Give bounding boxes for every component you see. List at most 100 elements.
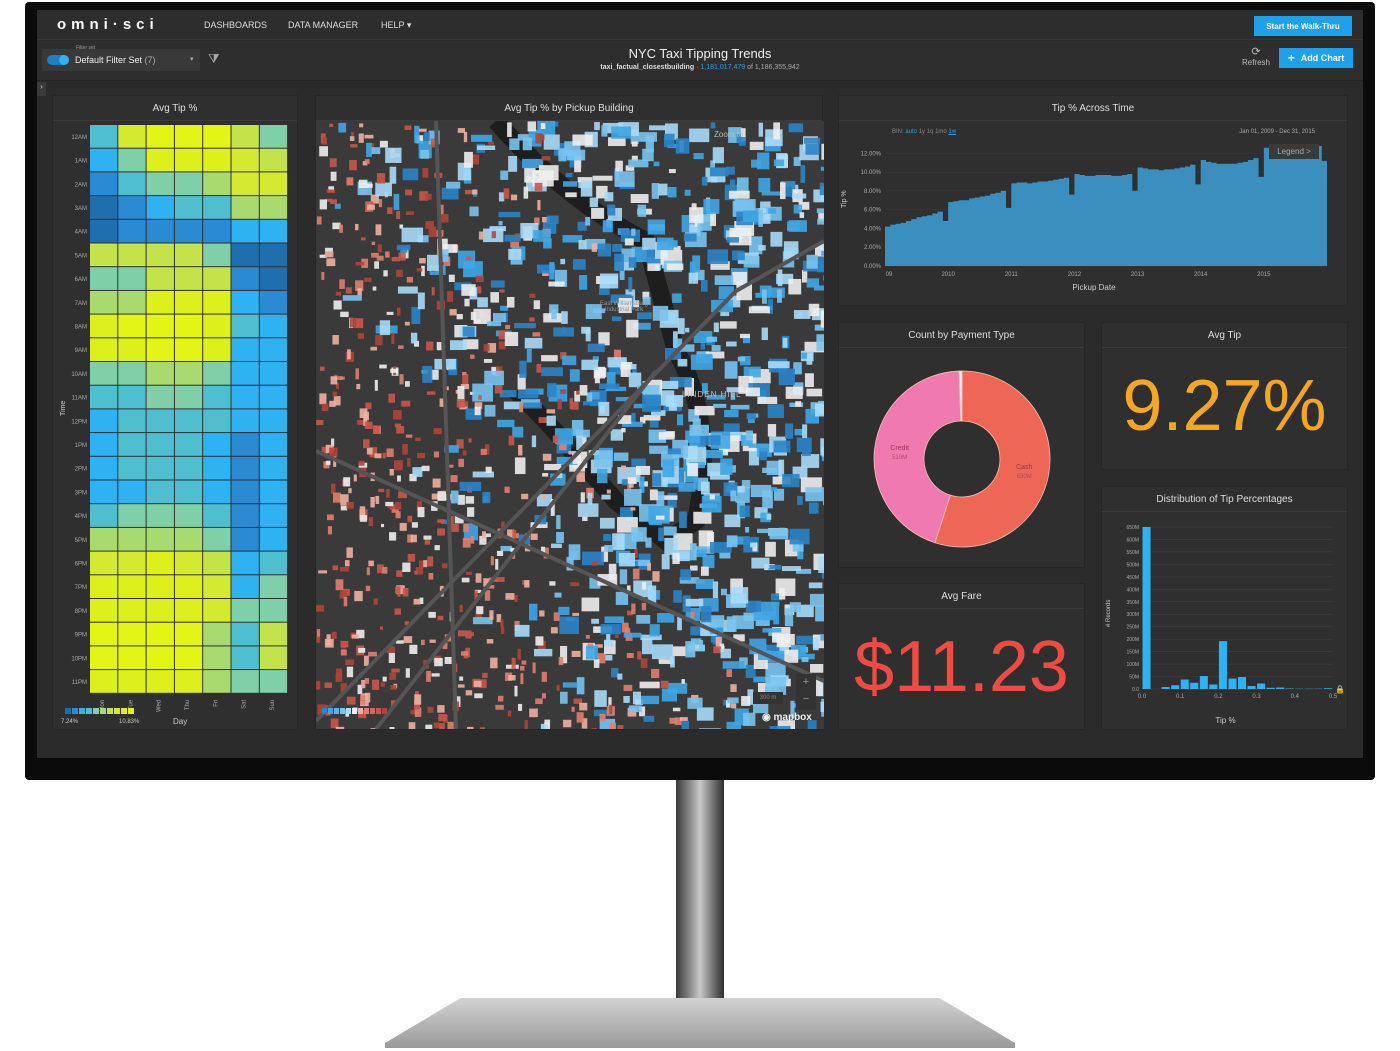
heatmap-cell[interactable] (174, 172, 203, 196)
heatmap-cell[interactable] (118, 409, 146, 433)
heatmap-cell[interactable] (203, 646, 231, 670)
heatmap-cell[interactable] (203, 480, 231, 504)
tip-time-chart[interactable]: 0.00% 2.00% 4.00% 6.00% 8.00% 10.00% 12.00% 09 2… (839, 96, 1349, 307)
heatmap-cell[interactable] (90, 196, 118, 219)
heatmap-cell[interactable] (118, 125, 146, 148)
bin-option-1mo[interactable]: 1mo (935, 129, 949, 135)
histogram-bar[interactable] (1276, 687, 1285, 689)
heatmap-cell[interactable] (203, 575, 231, 598)
heatmap-cell[interactable] (174, 338, 203, 361)
heatmap-cell[interactable] (146, 433, 174, 456)
heatmap-cell[interactable] (90, 433, 118, 456)
filter-icon[interactable]: ⧩ (208, 51, 220, 66)
heatmap-cell[interactable] (231, 670, 259, 693)
heatmap-cell[interactable] (231, 551, 259, 575)
heatmap-cell[interactable] (231, 219, 259, 243)
heatmap-cell[interactable] (203, 219, 231, 243)
heatmap-cell[interactable] (231, 243, 259, 267)
heatmap-cell[interactable] (174, 646, 203, 670)
zoom-to-link[interactable]: Zoom to (714, 130, 744, 139)
heatmap-cell[interactable] (146, 646, 174, 670)
heatmap-cell[interactable] (259, 243, 288, 267)
heatmap-cell[interactable] (118, 290, 146, 314)
lock-icon[interactable]: 🔒 (1335, 685, 1345, 694)
walkthru-button[interactable]: Start the Walk-Thru (1254, 16, 1352, 36)
heatmap-cell[interactable] (259, 385, 288, 409)
heatmap-cell[interactable] (203, 527, 231, 551)
donut-slice[interactable] (934, 370, 1051, 548)
heatmap-cell[interactable] (118, 480, 146, 504)
heatmap-cell[interactable] (231, 338, 259, 361)
histogram-bar[interactable] (1142, 527, 1151, 689)
add-chart-button[interactable]: + Add Chart (1279, 48, 1353, 68)
histogram-bar[interactable] (1199, 676, 1208, 689)
heatmap-cell[interactable] (146, 314, 174, 338)
zoom-in-button[interactable]: + (802, 676, 810, 688)
heatmap-cell[interactable] (90, 314, 118, 338)
heatmap-cell[interactable] (259, 172, 288, 196)
heatmap-cell[interactable] (118, 314, 146, 338)
heatmap-cell[interactable] (174, 385, 203, 409)
heatmap-cell[interactable] (203, 551, 231, 575)
heatmap-cell[interactable] (90, 172, 118, 196)
histogram-bar[interactable] (1218, 641, 1227, 689)
heatmap-cell[interactable] (259, 575, 288, 598)
heatmap-cell[interactable] (231, 172, 259, 196)
heatmap-cell[interactable] (90, 243, 118, 267)
heatmap-cell[interactable] (146, 385, 174, 409)
area-series[interactable] (885, 145, 1327, 266)
heatmap-cell[interactable] (203, 670, 231, 693)
heatmap-cell[interactable] (231, 433, 259, 456)
heatmap-cell[interactable] (174, 575, 203, 598)
heatmap-cell[interactable] (259, 670, 288, 693)
heatmap-cell[interactable] (90, 504, 118, 527)
heatmap-cell[interactable] (259, 219, 288, 243)
heatmap-cell[interactable] (174, 480, 203, 504)
heatmap-cell[interactable] (146, 219, 174, 243)
histogram-bar[interactable] (1266, 687, 1275, 689)
heatmap-cell[interactable] (231, 480, 259, 504)
heatmap-cell[interactable] (146, 670, 174, 693)
histogram-bar[interactable] (1247, 686, 1256, 689)
filter-set-select[interactable]: Filter set Default Filter Set (7) ▾ (42, 45, 200, 71)
heatmap-cell[interactable] (174, 409, 203, 433)
heatmap-cell[interactable] (90, 646, 118, 670)
heatmap-cell[interactable] (118, 172, 146, 196)
heatmap-cell[interactable] (174, 267, 203, 290)
heatmap-cell[interactable] (118, 599, 146, 622)
histogram-bar[interactable] (1238, 677, 1247, 689)
legend-button[interactable]: Legend > (1269, 144, 1319, 159)
heatmap-cell[interactable] (146, 267, 174, 290)
heatmap-cell[interactable] (259, 480, 288, 504)
heatmap-cell[interactable] (203, 599, 231, 622)
heatmap-cell[interactable] (259, 527, 288, 551)
heatmap-cell[interactable] (174, 527, 203, 551)
heatmap-cell[interactable] (231, 409, 259, 433)
heatmap-cell[interactable] (90, 362, 118, 385)
nav-help[interactable]: HELP ▾ (381, 20, 412, 30)
heatmap-cell[interactable] (259, 125, 288, 148)
heatmap-cell[interactable] (118, 385, 146, 409)
heatmap-cell[interactable] (90, 219, 118, 243)
refresh-button[interactable]: ⟳ Refresh (1237, 45, 1275, 67)
tip-distribution-chart[interactable]: 0.0 50M 100M 150M 200M 250M 300M 350M 400M 450M 50… (1102, 487, 1349, 731)
heatmap-cell[interactable] (174, 599, 203, 622)
bin-option-auto[interactable]: auto (905, 129, 919, 135)
heatmap-cell[interactable] (203, 314, 231, 338)
heatmap-cell[interactable] (231, 314, 259, 338)
heatmap-cell[interactable] (118, 338, 146, 361)
heatmap-cell[interactable] (90, 599, 118, 622)
heatmap-cell[interactable] (259, 362, 288, 385)
heatmap-cell[interactable] (203, 267, 231, 290)
histogram-bar[interactable] (1209, 684, 1218, 689)
heatmap-cell[interactable] (146, 622, 174, 646)
zoom-out-button[interactable]: − (802, 693, 810, 705)
heatmap-cell[interactable] (259, 196, 288, 219)
heatmap-cell[interactable] (259, 267, 288, 290)
histogram-bar[interactable] (1190, 682, 1199, 689)
heatmap-cell[interactable] (118, 456, 146, 480)
heatmap-cell[interactable] (90, 670, 118, 693)
heatmap-cell[interactable] (90, 527, 118, 551)
heatmap-cell[interactable] (118, 504, 146, 527)
payment-donut-chart[interactable]: Cash 630M Credit 510M (839, 323, 1086, 569)
